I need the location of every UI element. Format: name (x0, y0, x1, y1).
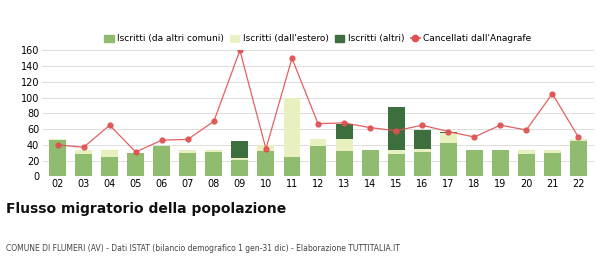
Bar (232, 160, 248, 176)
Bar (154, 146, 170, 176)
Bar (518, 150, 535, 153)
Bar (257, 145, 274, 151)
Bar (232, 141, 248, 158)
Bar (388, 150, 404, 154)
Bar (492, 150, 509, 176)
Bar (440, 133, 457, 143)
Bar (310, 146, 326, 176)
Bar (413, 149, 431, 152)
Bar (440, 143, 457, 176)
Bar (440, 132, 457, 133)
Bar (413, 152, 431, 176)
Bar (75, 153, 92, 176)
Bar (388, 107, 404, 150)
Bar (518, 153, 535, 176)
Bar (101, 150, 118, 157)
Text: COMUNE DI FLUMERI (AV) - Dati ISTAT (bilancio demografico 1 gen-31 dic) - Elabor: COMUNE DI FLUMERI (AV) - Dati ISTAT (bil… (6, 244, 400, 253)
Text: Flusso migratorio della popolazione: Flusso migratorio della popolazione (6, 202, 286, 216)
Bar (544, 153, 561, 176)
Bar (413, 130, 431, 149)
Bar (388, 154, 404, 176)
Bar (362, 150, 379, 176)
Bar (101, 157, 118, 176)
Bar (570, 139, 587, 141)
Bar (284, 98, 301, 157)
Bar (570, 141, 587, 176)
Bar (335, 124, 353, 139)
Bar (544, 150, 561, 153)
Bar (335, 151, 353, 176)
Bar (205, 150, 223, 152)
Bar (127, 153, 144, 176)
Bar (335, 139, 353, 151)
Bar (232, 158, 248, 160)
Legend: Iscritti (da altri comuni), Iscritti (dall'estero), Iscritti (altri), Cancellati: Iscritti (da altri comuni), Iscritti (da… (104, 34, 532, 43)
Bar (179, 153, 196, 176)
Bar (466, 150, 482, 176)
Bar (49, 139, 66, 140)
Bar (205, 152, 223, 176)
Bar (310, 139, 326, 146)
Bar (284, 157, 301, 176)
Bar (179, 150, 196, 153)
Bar (49, 140, 66, 176)
Bar (75, 150, 92, 153)
Bar (257, 151, 274, 176)
